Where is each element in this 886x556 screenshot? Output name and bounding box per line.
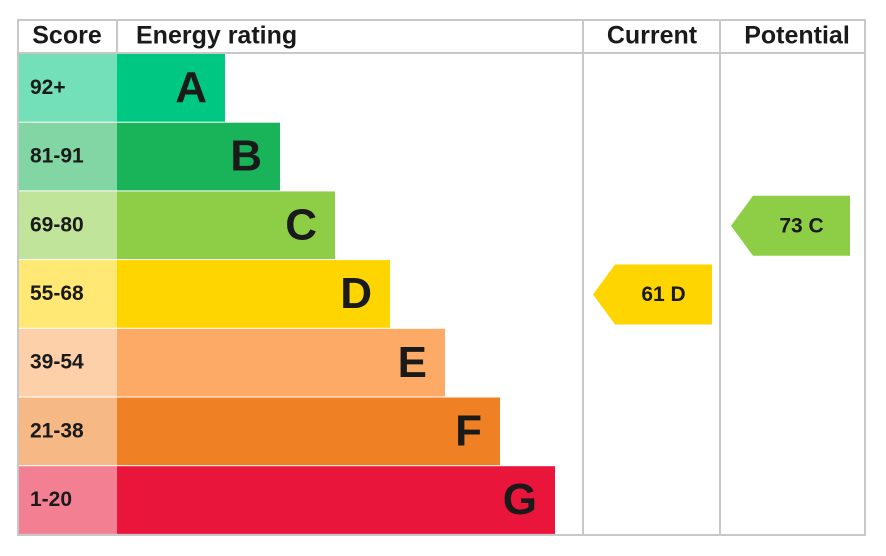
rating-bar [117,191,335,260]
rating-letter: A [175,63,207,112]
rating-bar [117,54,225,122]
current-label: 61 D [641,283,685,306]
current-arrow [593,264,712,325]
score-cell [19,260,117,328]
rating-letter: F [455,406,482,455]
rating-bar [117,122,280,191]
rating-letter: D [340,269,372,318]
rating-bar [117,466,555,534]
score-range: 81-91 [30,145,84,168]
rating-bar [117,397,500,466]
score-cell [19,397,117,466]
header-energy-rating: Energy rating [136,22,297,50]
header-score: Score [32,22,102,50]
potential-label: 73 C [779,214,823,237]
header-current: Current [607,22,698,50]
score-cell [19,122,117,191]
score-cell [19,466,117,534]
potential-arrow [731,195,850,256]
rating-bar [117,328,445,397]
score-range: 92+ [30,76,66,99]
header-potential: Potential [744,22,850,50]
rating-bar [117,260,390,328]
rating-letter: C [285,200,317,249]
score-range: 1-20 [30,488,72,511]
score-cell [19,54,117,122]
score-cell [19,328,117,397]
rating-letter: B [230,132,262,181]
score-cell [19,191,117,260]
rating-letter: E [398,338,427,387]
score-range: 21-38 [30,419,84,442]
score-range: 39-54 [30,351,84,374]
score-range: 55-68 [30,282,84,305]
rating-letter: G [503,475,537,524]
score-range: 69-80 [30,213,84,236]
frame [17,19,866,536]
